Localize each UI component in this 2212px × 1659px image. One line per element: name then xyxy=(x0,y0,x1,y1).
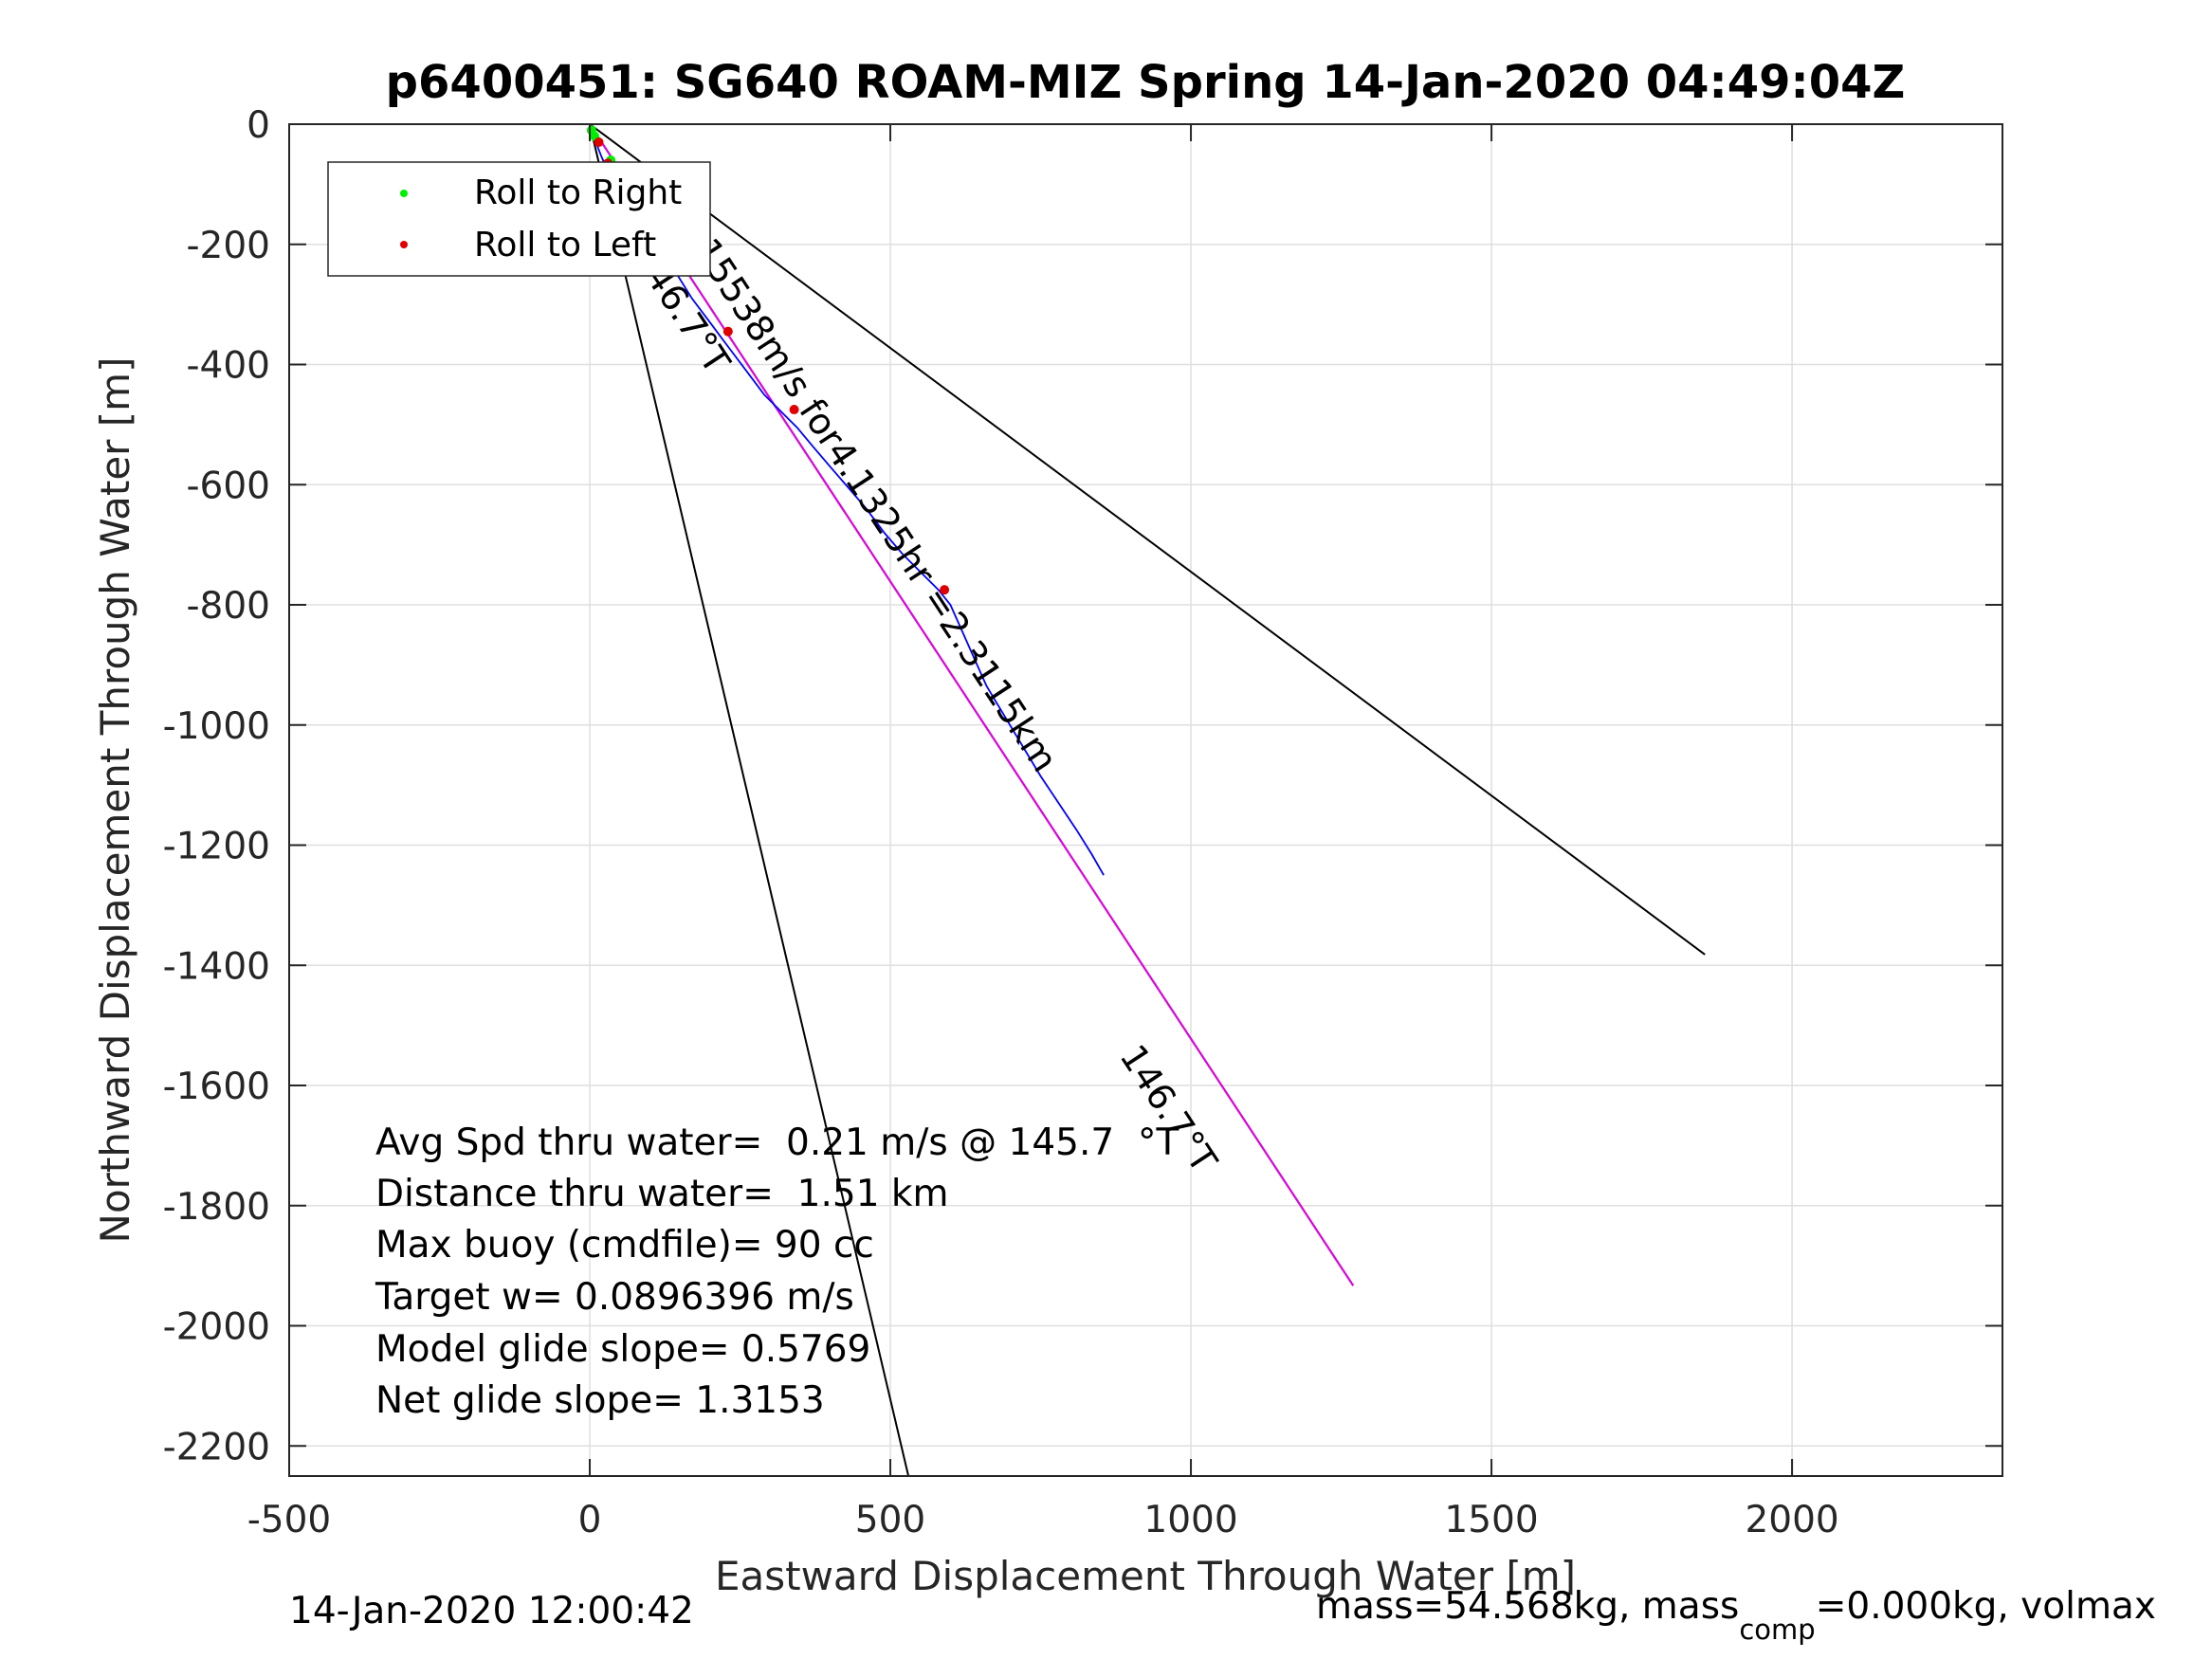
info-line-max-buoy: Max buoy (cmdfile)= 90 cc xyxy=(375,1224,874,1267)
y-tick-label: -2000 xyxy=(163,1306,270,1349)
info-line-target-w: Target w= 0.0896396 m/s xyxy=(375,1276,854,1319)
x-tick-label: 1000 xyxy=(1143,1499,1237,1541)
y-axis-label: Northward Displacement Through Water [m] xyxy=(92,357,138,1244)
info-line-net-glide: Net glide slope= 1.3153 xyxy=(375,1379,825,1422)
x-axis-label: Eastward Displacement Through Water [m] xyxy=(715,1553,1576,1599)
y-tick-label: -2200 xyxy=(163,1426,270,1468)
axis-ticks: -500 0 500 1000 1500 2000 0 -200 -400 -600 -800 -10… xyxy=(163,104,2002,1541)
roll-left-point xyxy=(722,326,733,337)
info-line-model-glide: Model glide slope= 0.5769 xyxy=(375,1328,870,1371)
info-line-distance: Distance thru water= 1.51 km xyxy=(375,1173,948,1215)
x-tick-label: 1500 xyxy=(1444,1499,1538,1541)
y-tick-label: -1600 xyxy=(163,1066,270,1108)
y-tick-label: 0 xyxy=(247,104,270,147)
x-tick-label: 2000 xyxy=(1745,1499,1838,1541)
series-line-black-1 xyxy=(589,123,910,1477)
y-tick-label: -1000 xyxy=(163,705,270,748)
legend-label-roll-right: Roll to Right xyxy=(474,173,682,212)
axes-box xyxy=(288,123,2003,1477)
series-line-magenta-3 xyxy=(589,123,1355,1286)
footer-mass-subscript: comp xyxy=(1739,1613,1815,1646)
y-tick-label: -400 xyxy=(186,345,270,388)
y-tick-label: -1800 xyxy=(163,1186,270,1229)
y-tick-label: -200 xyxy=(186,225,270,267)
x-tick-label: 500 xyxy=(855,1499,925,1541)
legend-box xyxy=(327,161,711,277)
legend-marker-roll-left xyxy=(400,241,408,248)
roll-left-point xyxy=(940,585,950,595)
info-text-block: Avg Spd thru water= 0.21 m/s @ 145.7 °T … xyxy=(375,1121,1179,1422)
footer-mass-text: mass=54.568kg, mass xyxy=(1316,1585,1739,1628)
y-tick-label: -1200 xyxy=(163,826,270,868)
y-tick-label: -800 xyxy=(186,585,270,628)
roll-left-point xyxy=(789,405,799,415)
legend-marker-roll-right xyxy=(400,190,408,197)
footer-mass-info: mass=54.568kg, masscomp=0.000kg, volmax xyxy=(1316,1585,2156,1646)
legend: Roll to Right Roll to Left xyxy=(327,161,711,277)
chart-title: p6400451: SG640 ROAM-MIZ Spring 14-Jan-2… xyxy=(386,56,1906,109)
footer-mass-text-2: =0.000kg, volmax xyxy=(1816,1585,2156,1628)
footer-timestamp: 14-Jan-2020 12:00:42 xyxy=(289,1590,694,1632)
series-line-black-0 xyxy=(589,123,1706,956)
grid xyxy=(289,124,2002,1476)
x-tick-label: 0 xyxy=(578,1499,602,1541)
info-line-avg-speed: Avg Spd thru water= 0.21 m/s @ 145.7 °T xyxy=(375,1121,1179,1164)
y-tick-label: -600 xyxy=(186,465,270,507)
x-tick-label: -500 xyxy=(247,1499,332,1541)
roll-left-point xyxy=(594,137,604,148)
legend-label-roll-left: Roll to Left xyxy=(474,226,656,264)
y-tick-label: -1400 xyxy=(163,945,270,988)
